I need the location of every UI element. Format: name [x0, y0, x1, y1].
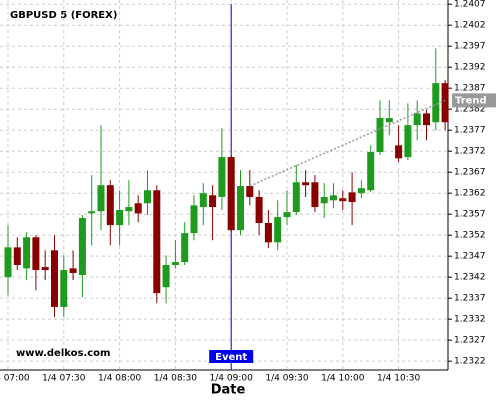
event-label: Event	[215, 352, 247, 363]
candle-body	[255, 196, 263, 224]
y-tick-label: 1.2337	[454, 294, 486, 304]
x-tick-label: 1/4 08:00	[98, 374, 142, 384]
candle-body	[367, 152, 375, 191]
candle-body	[292, 182, 300, 213]
candle-body	[320, 196, 328, 204]
candle-body	[78, 217, 86, 276]
x-tick-label: 1/4 09:00	[210, 374, 254, 384]
y-tick-label: 1.2357	[454, 210, 486, 220]
y-tick-label: 1.2342	[454, 273, 486, 283]
trend-label: Trend	[455, 95, 487, 106]
candle-body	[302, 182, 310, 186]
candle-body	[153, 190, 161, 294]
candle-body	[4, 247, 12, 278]
candle-body	[116, 209, 124, 226]
candle-body	[97, 185, 105, 212]
candle-body	[395, 145, 403, 159]
y-tick-label: 1.2327	[454, 336, 486, 346]
x-tick-label: 1/4 07:30	[42, 374, 86, 384]
candle-body	[125, 207, 133, 212]
candle-body	[106, 185, 114, 226]
y-tick-label: 1.2387	[454, 84, 486, 94]
trend-line	[249, 99, 446, 187]
y-tick-label: 1.2352	[454, 231, 486, 241]
candle-body	[311, 182, 319, 208]
y-tick-label: 1.2392	[454, 63, 486, 73]
candle-body	[339, 198, 347, 202]
trend-label-box	[452, 93, 496, 108]
candle-body	[134, 203, 142, 214]
candle-body	[237, 186, 244, 231]
candle-body	[357, 188, 365, 194]
y-tick-label: 1.2382	[454, 105, 486, 115]
candle-body	[32, 237, 40, 271]
candle-body	[227, 157, 235, 231]
candle-body	[60, 270, 68, 308]
candle-body	[181, 233, 189, 263]
candle-body	[51, 250, 58, 308]
y-tick-label: 1.2347	[454, 252, 486, 262]
candle-body	[385, 118, 393, 123]
y-tick-label: 1.2372	[454, 147, 486, 157]
candle-body	[144, 190, 151, 204]
y-tick-label: 1.2332	[454, 315, 486, 325]
event-label-box	[209, 350, 254, 363]
candle-body	[190, 205, 198, 234]
candle-body	[171, 262, 179, 266]
candle-body	[88, 211, 96, 214]
candle-body	[404, 125, 412, 158]
candle-body	[246, 186, 254, 197]
candle-body	[376, 118, 384, 153]
y-tick-label: 1.2402	[454, 21, 486, 31]
chart-title: GBPUSD 5 (FOREX)	[10, 10, 117, 21]
candle-body	[274, 217, 282, 243]
candle-body	[283, 212, 291, 218]
y-tick-label: 1.2322	[454, 357, 486, 367]
candle-body	[218, 157, 226, 197]
candle-body	[348, 192, 356, 203]
x-tick-label: 1/4 10:30	[377, 374, 421, 384]
y-tick-label: 1.2362	[454, 189, 486, 199]
candle-body	[264, 223, 272, 243]
y-tick-label: 1.2407	[454, 0, 486, 10]
x-tick-label: 1/4 07:00	[0, 374, 30, 384]
candle-body	[41, 267, 49, 271]
candle-body	[199, 193, 207, 208]
candle-body	[330, 195, 337, 201]
candle-body	[441, 83, 449, 123]
y-tick-label: 1.2377	[454, 126, 486, 136]
y-tick-label: 1.2367	[454, 168, 486, 178]
watermark: www.delkos.com	[16, 348, 110, 359]
candle-body	[209, 195, 217, 208]
x-tick-label: 1/4 08:30	[154, 374, 198, 384]
x-axis-label: Date	[211, 383, 246, 398]
x-tick-label: 1/4 10:00	[321, 374, 365, 384]
x-tick-label: 1/4 09:30	[265, 374, 309, 384]
candle-body	[69, 268, 77, 273]
candle-body	[23, 237, 31, 269]
candle-body	[432, 83, 440, 123]
candle-body	[162, 265, 170, 288]
candle-body	[413, 113, 421, 126]
candle-body	[13, 247, 21, 266]
candle-body	[423, 113, 430, 126]
y-tick-label: 1.2397	[454, 42, 486, 52]
